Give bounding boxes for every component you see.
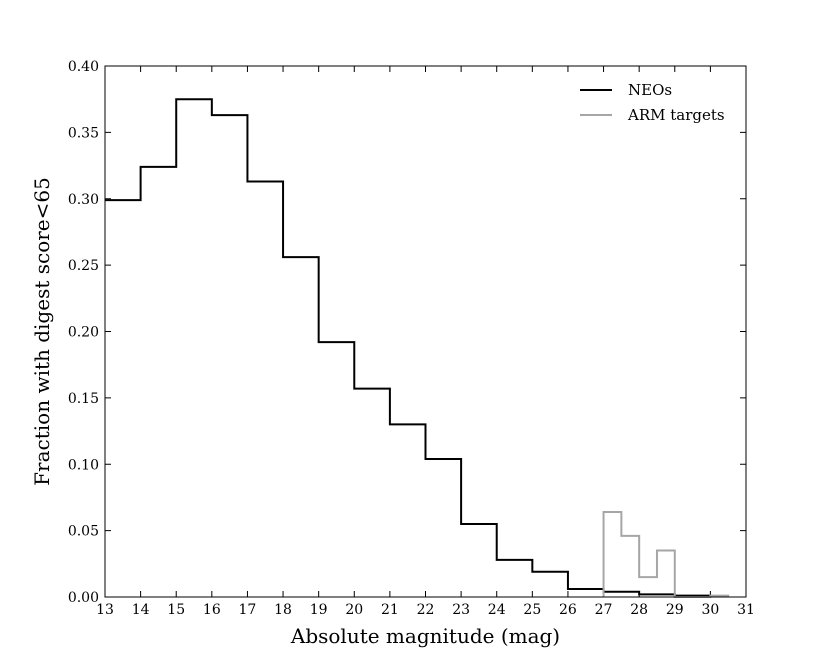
series-line-arm-targets: [602, 511, 730, 598]
series-lines: [105, 98, 730, 598]
tick-marks: [104, 65, 747, 598]
x-tick-label: 26: [559, 602, 577, 618]
y-axis-label: Fraction with digest score<65: [30, 177, 54, 486]
legend: NEOs ARM targets: [580, 81, 725, 124]
plot-frame: [104, 65, 747, 598]
y-tick-label: 0.40: [68, 59, 99, 75]
y-tick-label: 0.20: [68, 325, 99, 341]
x-tick-label: 24: [488, 602, 506, 618]
x-tick-label: 18: [274, 602, 292, 618]
x-tick-labels: 13 14 15 16 17 18 19 20 21 22 23 24 25 26 27 28 29 30 31: [96, 602, 755, 618]
x-tick-label: 16: [203, 602, 221, 618]
series-line-neos: [105, 98, 712, 597]
x-tick-label: 22: [417, 602, 435, 618]
x-tick-label: 15: [167, 602, 185, 618]
x-tick-label: 28: [630, 602, 648, 618]
x-tick-label: 29: [666, 602, 684, 618]
x-tick-label: 31: [737, 602, 755, 618]
x-tick-label: 13: [96, 602, 114, 618]
x-tick-label: 20: [345, 602, 363, 618]
y-tick-label: 0.35: [68, 125, 99, 141]
y-tick-label: 0.25: [68, 258, 99, 274]
y-tick-label: 0.00: [68, 590, 99, 606]
x-tick-label: 17: [239, 602, 257, 618]
x-tick-label: 27: [595, 602, 613, 618]
y-tick-labels: 0.00 0.05 0.10 0.15 0.20 0.25 0.30 0.35 0.40: [68, 59, 99, 606]
x-tick-label: 30: [701, 602, 719, 618]
x-tick-label: 23: [452, 602, 470, 618]
legend-label: NEOs: [628, 81, 672, 99]
y-tick-label: 0.30: [68, 192, 99, 208]
x-tick-label: 25: [523, 602, 541, 618]
y-tick-label: 0.05: [68, 524, 99, 540]
legend-label: ARM targets: [627, 106, 725, 124]
x-tick-label: 21: [381, 602, 399, 618]
x-tick-label: 19: [310, 602, 328, 618]
x-axis-label: Absolute magnitude (mag): [290, 624, 560, 648]
y-tick-label: 0.10: [68, 457, 99, 473]
y-tick-label: 0.15: [68, 391, 99, 407]
x-tick-label: 14: [132, 602, 150, 618]
